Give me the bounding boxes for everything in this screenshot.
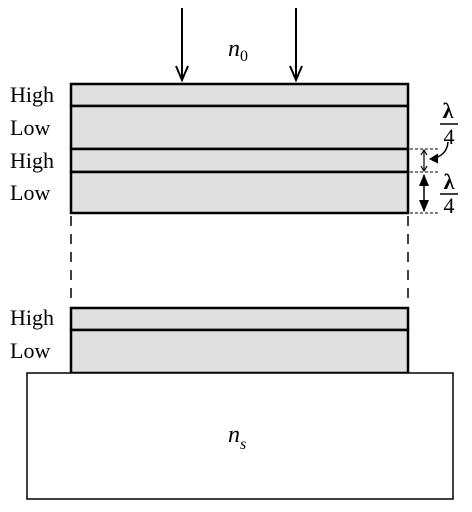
- dim-low-arrow-up: [419, 174, 429, 186]
- layer-label-high-bottom: High: [10, 305, 54, 330]
- thickness-label-2-denominator: 4: [444, 193, 455, 218]
- incident-ray-right-arrowhead: [289, 65, 303, 83]
- dim-low-arrow-down: [419, 200, 429, 212]
- layer-low-bottom: [69, 328, 410, 375]
- thickness-label-2-numerator: λ: [444, 169, 455, 194]
- layer-low-1: [69, 104, 410, 151]
- layer-high-bottom: [69, 306, 410, 332]
- layer-high-1: [69, 82, 410, 108]
- dim-high-arrow-up: [420, 148, 428, 156]
- dim-high-arrow-down: [420, 165, 428, 173]
- layer-low-2: [69, 170, 410, 215]
- layer-label-high-2: High: [10, 148, 54, 173]
- incident-ray-left-arrowhead: [175, 65, 189, 83]
- incident-medium-label: n0: [228, 36, 248, 65]
- layer-label-low-1: Low: [10, 115, 50, 140]
- thickness-label-1-numerator: λ: [443, 98, 454, 123]
- layer-label-low-bottom: Low: [10, 338, 50, 363]
- thickness-label-1-denominator: 4: [444, 124, 455, 149]
- layer-high-2: [69, 147, 410, 174]
- substrate-block: [26, 372, 454, 500]
- layer-label-high-1: High: [10, 82, 54, 107]
- layer-label-low-2: Low: [10, 180, 50, 205]
- substrate-label: ns: [228, 422, 246, 453]
- leader-arrowhead: [428, 153, 439, 164]
